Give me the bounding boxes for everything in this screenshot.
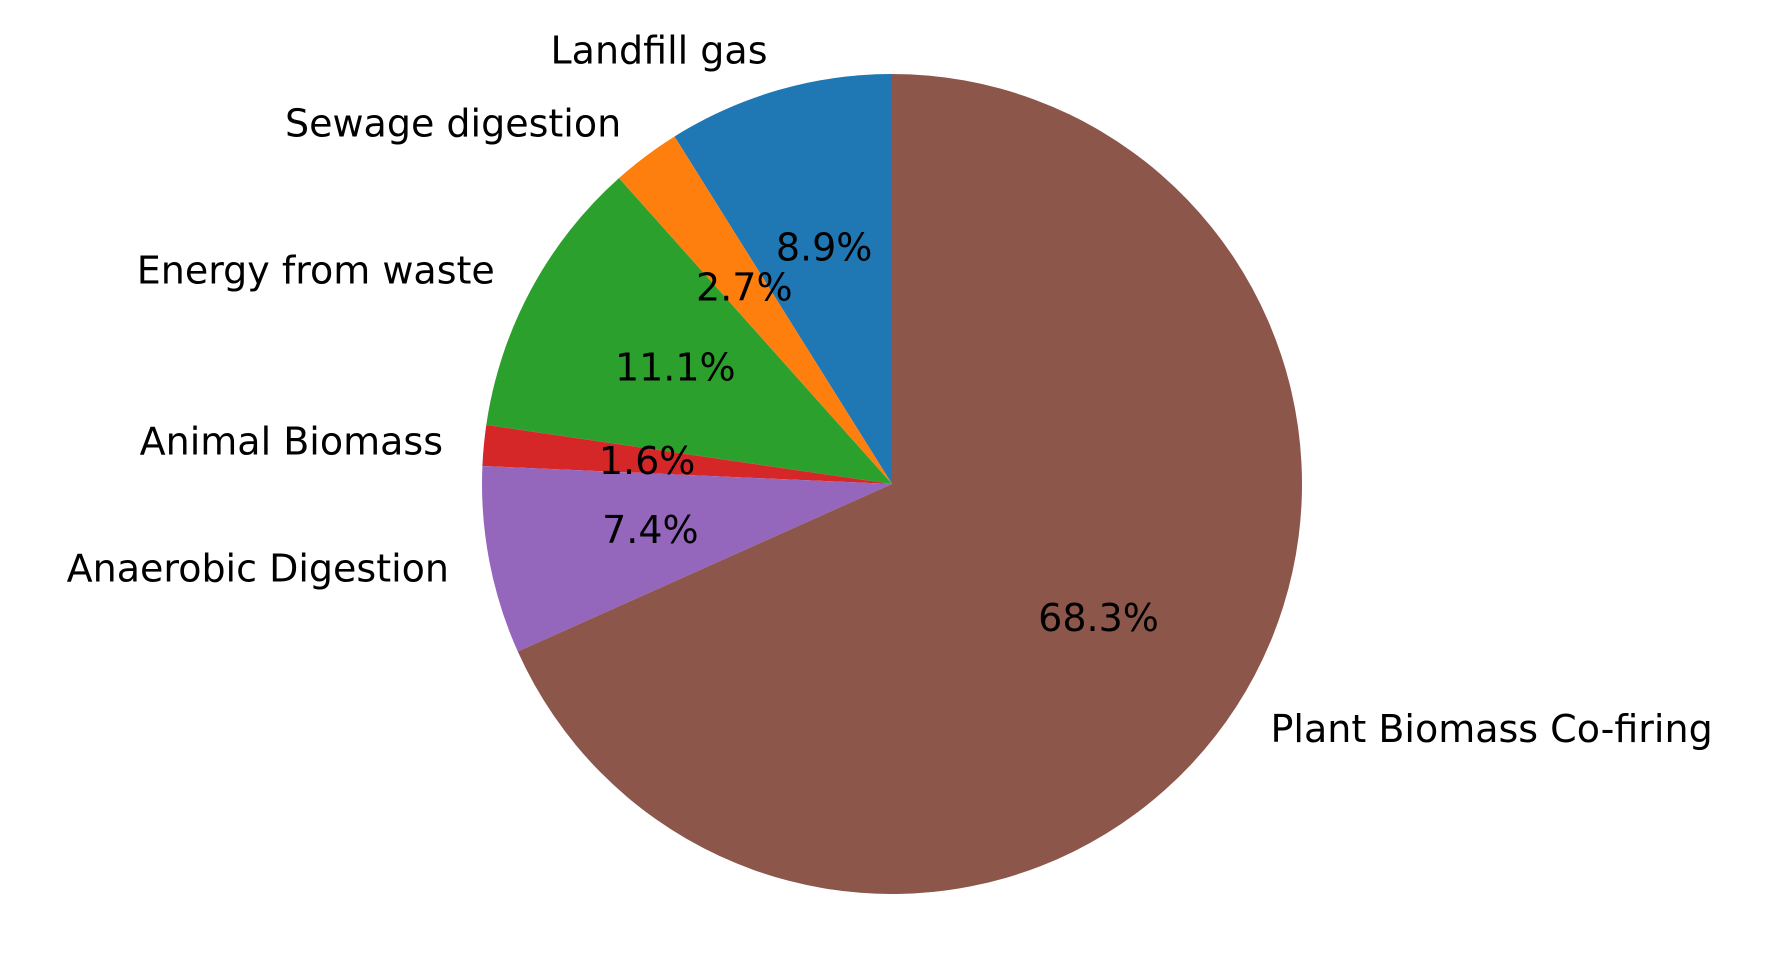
pie-slice-anaerobic-digestion	[482, 465, 892, 652]
pie-slice-plant-biomass-co-firing	[517, 74, 1303, 894]
pct-label-anaerobic-digestion: 7.4%	[602, 508, 699, 552]
pct-label-animal-biomass: 1.6%	[599, 439, 696, 483]
category-labels: Landfill gas Sewage digestion Energy from …	[67, 29, 1713, 752]
pct-label-plant-biomass-co-firing: 68.3%	[1038, 596, 1159, 640]
category-label-animal-biomass: Animal Biomass	[140, 420, 443, 464]
pct-label-landfill-gas: 8.9%	[776, 226, 873, 270]
pie-slice-animal-biomass	[482, 424, 892, 484]
category-label-plant-biomass-co-firing: Plant Biomass Co-firing	[1271, 707, 1713, 751]
pct-label-sewage-digestion: 2.7%	[696, 265, 793, 309]
category-label-anaerobic-digestion: Anaerobic Digestion	[67, 547, 449, 591]
percent-labels: 8.9%2.7% 11.1% 1.6% 7.4% 68.3%	[599, 226, 1159, 640]
pie-slice-landfill-gas	[674, 74, 892, 484]
pct-label-energy-from-waste: 11.1%	[615, 346, 736, 390]
pie-slice-sewage-digestion	[618, 136, 892, 484]
category-label-energy-from-waste: Energy from waste	[137, 249, 495, 293]
pie-slice-energy-from-waste	[486, 178, 892, 484]
category-label-landfill-gas: Landfill gas	[551, 29, 768, 73]
category-label-sewage-digestion: Sewage digestion	[285, 101, 621, 145]
pie-slices	[482, 74, 1303, 894]
